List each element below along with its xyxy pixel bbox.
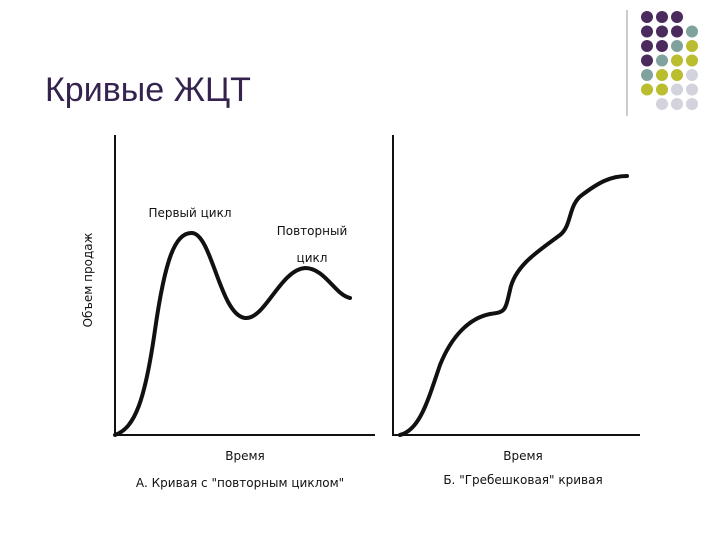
dot — [671, 25, 683, 38]
dot — [671, 11, 683, 23]
dot — [641, 69, 653, 81]
x-axis-label: Время — [503, 449, 543, 463]
sales-curve — [113, 231, 352, 437]
dot — [641, 40, 653, 52]
slide-title: Кривые ЖЦТ — [45, 71, 251, 109]
axes — [114, 135, 375, 436]
dot — [671, 69, 683, 81]
caption: А. Кривая с "повторным циклом" — [136, 476, 344, 490]
axes — [392, 135, 640, 436]
dot-decoration — [641, 11, 698, 110]
dot — [686, 54, 698, 67]
dot — [686, 25, 698, 38]
dot — [671, 98, 683, 110]
dot — [641, 83, 653, 96]
dot — [686, 83, 698, 96]
dot — [656, 40, 668, 52]
dot — [656, 25, 668, 38]
dot — [641, 25, 653, 38]
dot — [656, 83, 668, 96]
caption: Б. "Гребешковая" кривая — [443, 473, 602, 487]
y-axis-label: Объем продаж — [81, 232, 95, 327]
dot — [686, 69, 698, 81]
annotation: цикл — [297, 251, 328, 265]
sales-curve — [398, 174, 629, 437]
dot — [656, 54, 668, 67]
dot — [671, 40, 683, 52]
annotation: Повторный — [277, 224, 348, 238]
dot — [641, 54, 653, 67]
dot — [656, 69, 668, 81]
dot — [656, 11, 668, 23]
dot — [641, 11, 653, 23]
x-axis-label: Время — [225, 449, 265, 463]
annotation: Первый цикл — [148, 206, 231, 220]
dot — [656, 98, 668, 110]
dot — [671, 83, 683, 96]
dot — [686, 98, 698, 110]
dot — [671, 54, 683, 67]
dot — [686, 40, 698, 52]
